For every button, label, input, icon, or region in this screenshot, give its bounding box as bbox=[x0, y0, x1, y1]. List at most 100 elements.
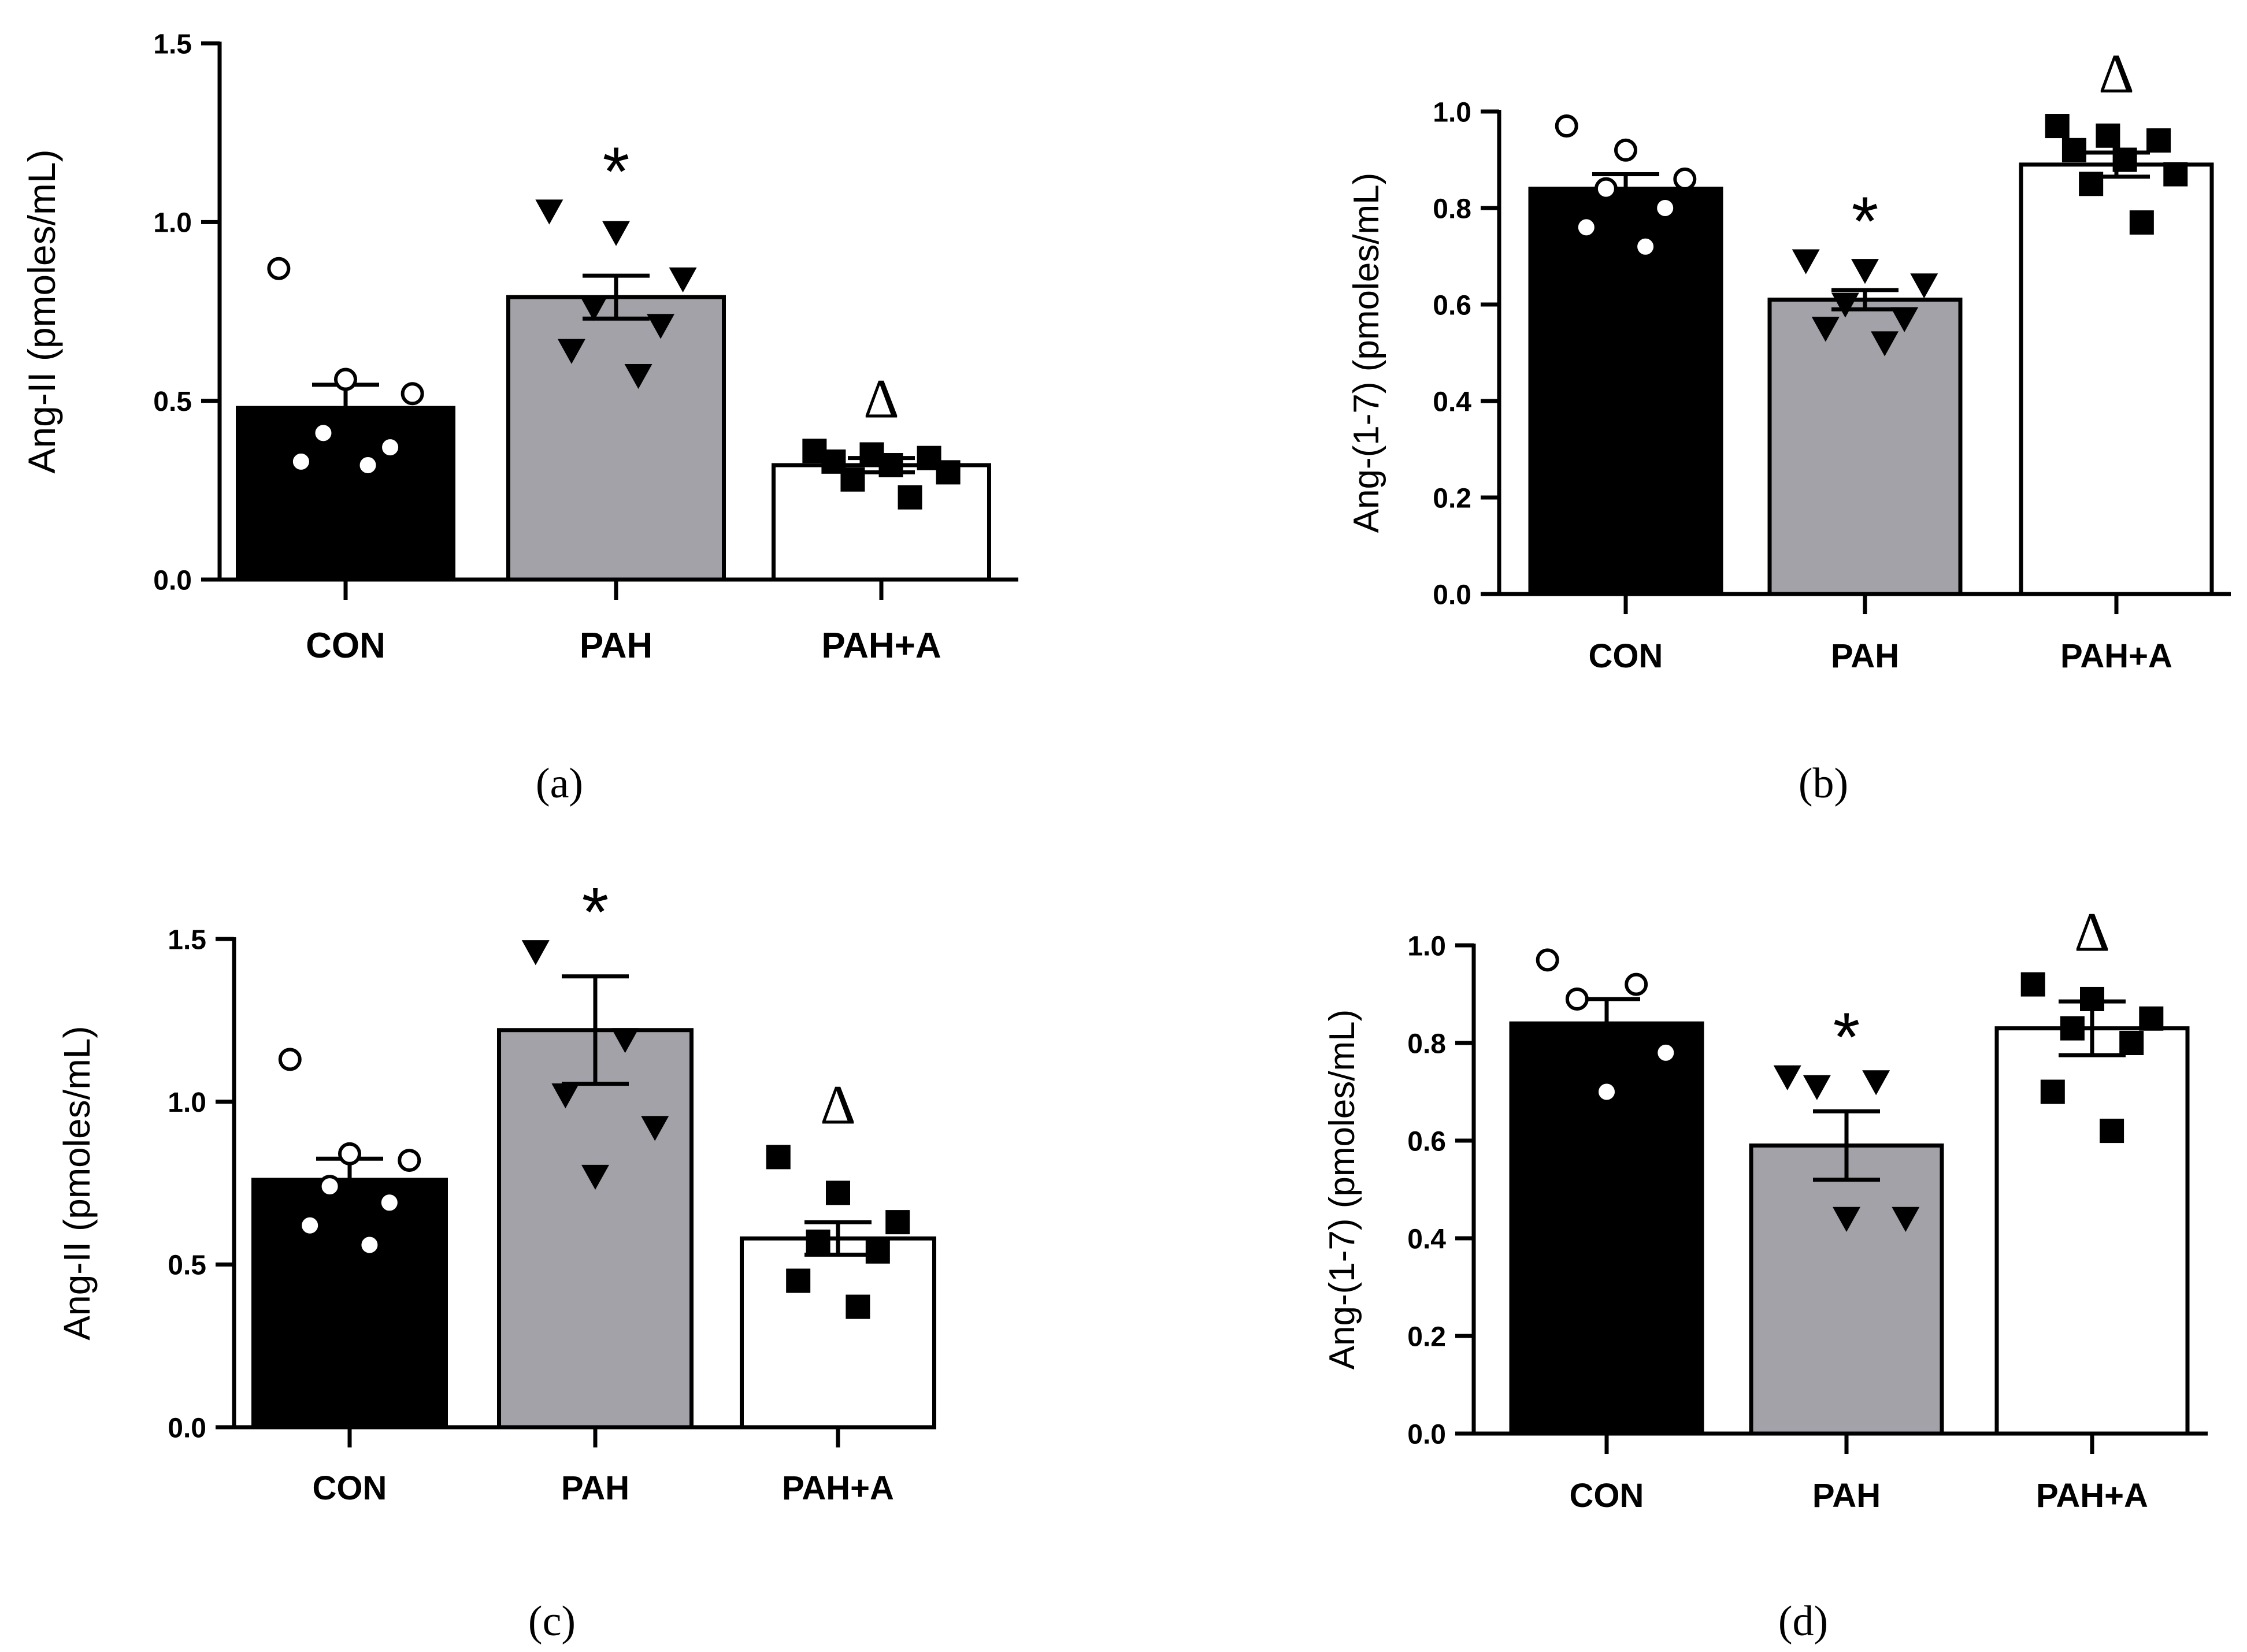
data-point-circle bbox=[1594, 177, 1618, 201]
data-point-circle bbox=[401, 382, 424, 406]
y-tick-label: 1.0 bbox=[1407, 931, 1446, 961]
y-tick-label: 0.8 bbox=[1433, 194, 1471, 224]
bar-pah-plus-a bbox=[1994, 1026, 2190, 1436]
y-tick-label: 0.5 bbox=[168, 1250, 206, 1281]
data-point-square bbox=[2045, 114, 2070, 139]
x-tick-label: PAH+A bbox=[2060, 637, 2172, 675]
data-point-circle bbox=[358, 1233, 381, 1257]
panel-caption: (c) bbox=[528, 1598, 576, 1645]
data-point-triangle bbox=[1833, 1206, 1860, 1232]
data-point-circle bbox=[1565, 987, 1589, 1011]
data-point-circle bbox=[278, 1048, 302, 1071]
data-point-triangle bbox=[611, 1028, 639, 1053]
data-point-circle bbox=[1653, 196, 1677, 220]
data-point-square bbox=[936, 460, 961, 485]
error-bar bbox=[804, 1220, 872, 1257]
bar-con bbox=[236, 406, 455, 582]
data-point-square bbox=[786, 1268, 811, 1293]
data-point-square bbox=[2163, 162, 2188, 187]
bar-pah-plus-a bbox=[2019, 162, 2214, 596]
x-tick-label: CON bbox=[306, 626, 385, 666]
data-point-circle bbox=[334, 367, 357, 391]
data-point-square bbox=[2100, 1119, 2124, 1144]
significance-asterisk: * bbox=[603, 133, 630, 210]
data-point-square bbox=[2129, 210, 2154, 235]
data-point-triangle bbox=[535, 199, 563, 225]
data-point-triangle bbox=[1773, 1065, 1801, 1090]
data-point-circle bbox=[1625, 972, 1648, 996]
data-point-triangle bbox=[624, 363, 652, 389]
significance-delta: Δ bbox=[863, 367, 899, 429]
significance-delta: Δ bbox=[820, 1074, 856, 1135]
data-point-triangle bbox=[641, 1116, 669, 1141]
data-point-circle bbox=[1595, 1080, 1618, 1104]
bar-pah bbox=[1767, 298, 1963, 596]
chart-panel-b: 0.0 0.2 0.4 0.6 0.8 1.0 CON PAH PAH+A Ang-(1-7) (… bbox=[1347, 43, 2231, 807]
data-point-triangle bbox=[1862, 1070, 1890, 1096]
bar-con bbox=[1528, 187, 1723, 596]
significance-asterisk: * bbox=[582, 874, 609, 951]
data-point-triangle bbox=[1811, 317, 1840, 342]
chart-panel-a: 0.0 0.5 1.0 1.5 CON PAH PAH+A Ang-II (pmoles/mL… bbox=[20, 29, 1018, 807]
data-point-triangle bbox=[557, 339, 585, 364]
data-point-square bbox=[885, 1210, 910, 1235]
data-point-circle bbox=[356, 454, 380, 477]
data-point-triangle bbox=[1910, 273, 1938, 299]
y-tick-label: 1.0 bbox=[153, 208, 192, 239]
x-tick-label: PAH bbox=[580, 626, 652, 666]
y-tick-label: 1.0 bbox=[1433, 97, 1471, 128]
data-point-square bbox=[2146, 128, 2171, 153]
data-point-square bbox=[2139, 1006, 2164, 1031]
data-point-circle bbox=[298, 1213, 322, 1237]
y-tick-label: 0.2 bbox=[1407, 1321, 1446, 1352]
data-point-triangle bbox=[551, 1083, 580, 1109]
data-point-triangle bbox=[602, 221, 630, 246]
panel-caption: (d) bbox=[1778, 1598, 1828, 1645]
y-tick-label: 0.6 bbox=[1433, 290, 1471, 321]
y-tick-label: 0.0 bbox=[153, 565, 192, 596]
panel-caption: (a) bbox=[536, 760, 583, 807]
y-axis-title: Ang-II (pmoles/mL) bbox=[20, 149, 63, 473]
bar-pah bbox=[1749, 1143, 1944, 1436]
x-tick-label: CON bbox=[1570, 1477, 1644, 1514]
y-tick-label: 0.6 bbox=[1407, 1126, 1446, 1157]
data-point-square bbox=[806, 1229, 830, 1254]
y-tick-label: 0.2 bbox=[1433, 483, 1471, 514]
data-point-circle bbox=[1614, 138, 1637, 162]
data-point-square bbox=[2096, 123, 2120, 148]
data-point-triangle bbox=[1831, 292, 1859, 318]
data-point-square bbox=[766, 1145, 791, 1170]
x-tick-label: PAH+A bbox=[2036, 1477, 2148, 1514]
data-point-square bbox=[878, 453, 903, 478]
data-point-circle bbox=[379, 436, 402, 459]
y-tick-label: 0.4 bbox=[1407, 1224, 1446, 1254]
data-point-square bbox=[840, 467, 865, 492]
data-point-square bbox=[2060, 1016, 2085, 1041]
significance-delta: Δ bbox=[2098, 43, 2134, 105]
chart-panel-d: 0.0 0.2 0.4 0.6 0.8 1.0 CON PAH PAH+A Ang-(1-7) (… bbox=[1322, 901, 2208, 1645]
x-tick-label: PAH+A bbox=[782, 1469, 894, 1507]
y-tick-label: 0.0 bbox=[168, 1413, 206, 1443]
bar-con bbox=[251, 1178, 448, 1430]
y-tick-label: 0.0 bbox=[1407, 1419, 1446, 1450]
data-point-circle bbox=[1574, 216, 1598, 239]
data-point-circle bbox=[312, 421, 335, 445]
bar-pah bbox=[506, 295, 726, 582]
x-tick-label: PAH bbox=[1812, 1477, 1881, 1514]
data-point-circle bbox=[377, 1191, 401, 1215]
y-tick-label: 1.0 bbox=[168, 1087, 206, 1118]
error-bar bbox=[1592, 172, 1659, 206]
data-point-square bbox=[846, 1294, 870, 1319]
data-point-triangle bbox=[1851, 259, 1879, 284]
y-tick-label: 0.4 bbox=[1433, 387, 1471, 417]
data-point-triangle bbox=[581, 1164, 609, 1190]
y-tick-label: 1.5 bbox=[153, 29, 192, 60]
error-bar bbox=[1813, 1109, 1880, 1182]
y-axis-title: Ang-II (pmoles/mL) bbox=[56, 1026, 98, 1340]
bar-pah bbox=[497, 1028, 694, 1430]
data-point-square bbox=[2079, 172, 2104, 196]
panel-caption: (b) bbox=[1799, 760, 1848, 807]
data-point-square bbox=[2020, 972, 2045, 997]
data-point-circle bbox=[289, 450, 313, 473]
data-point-triangle bbox=[1803, 1075, 1831, 1100]
